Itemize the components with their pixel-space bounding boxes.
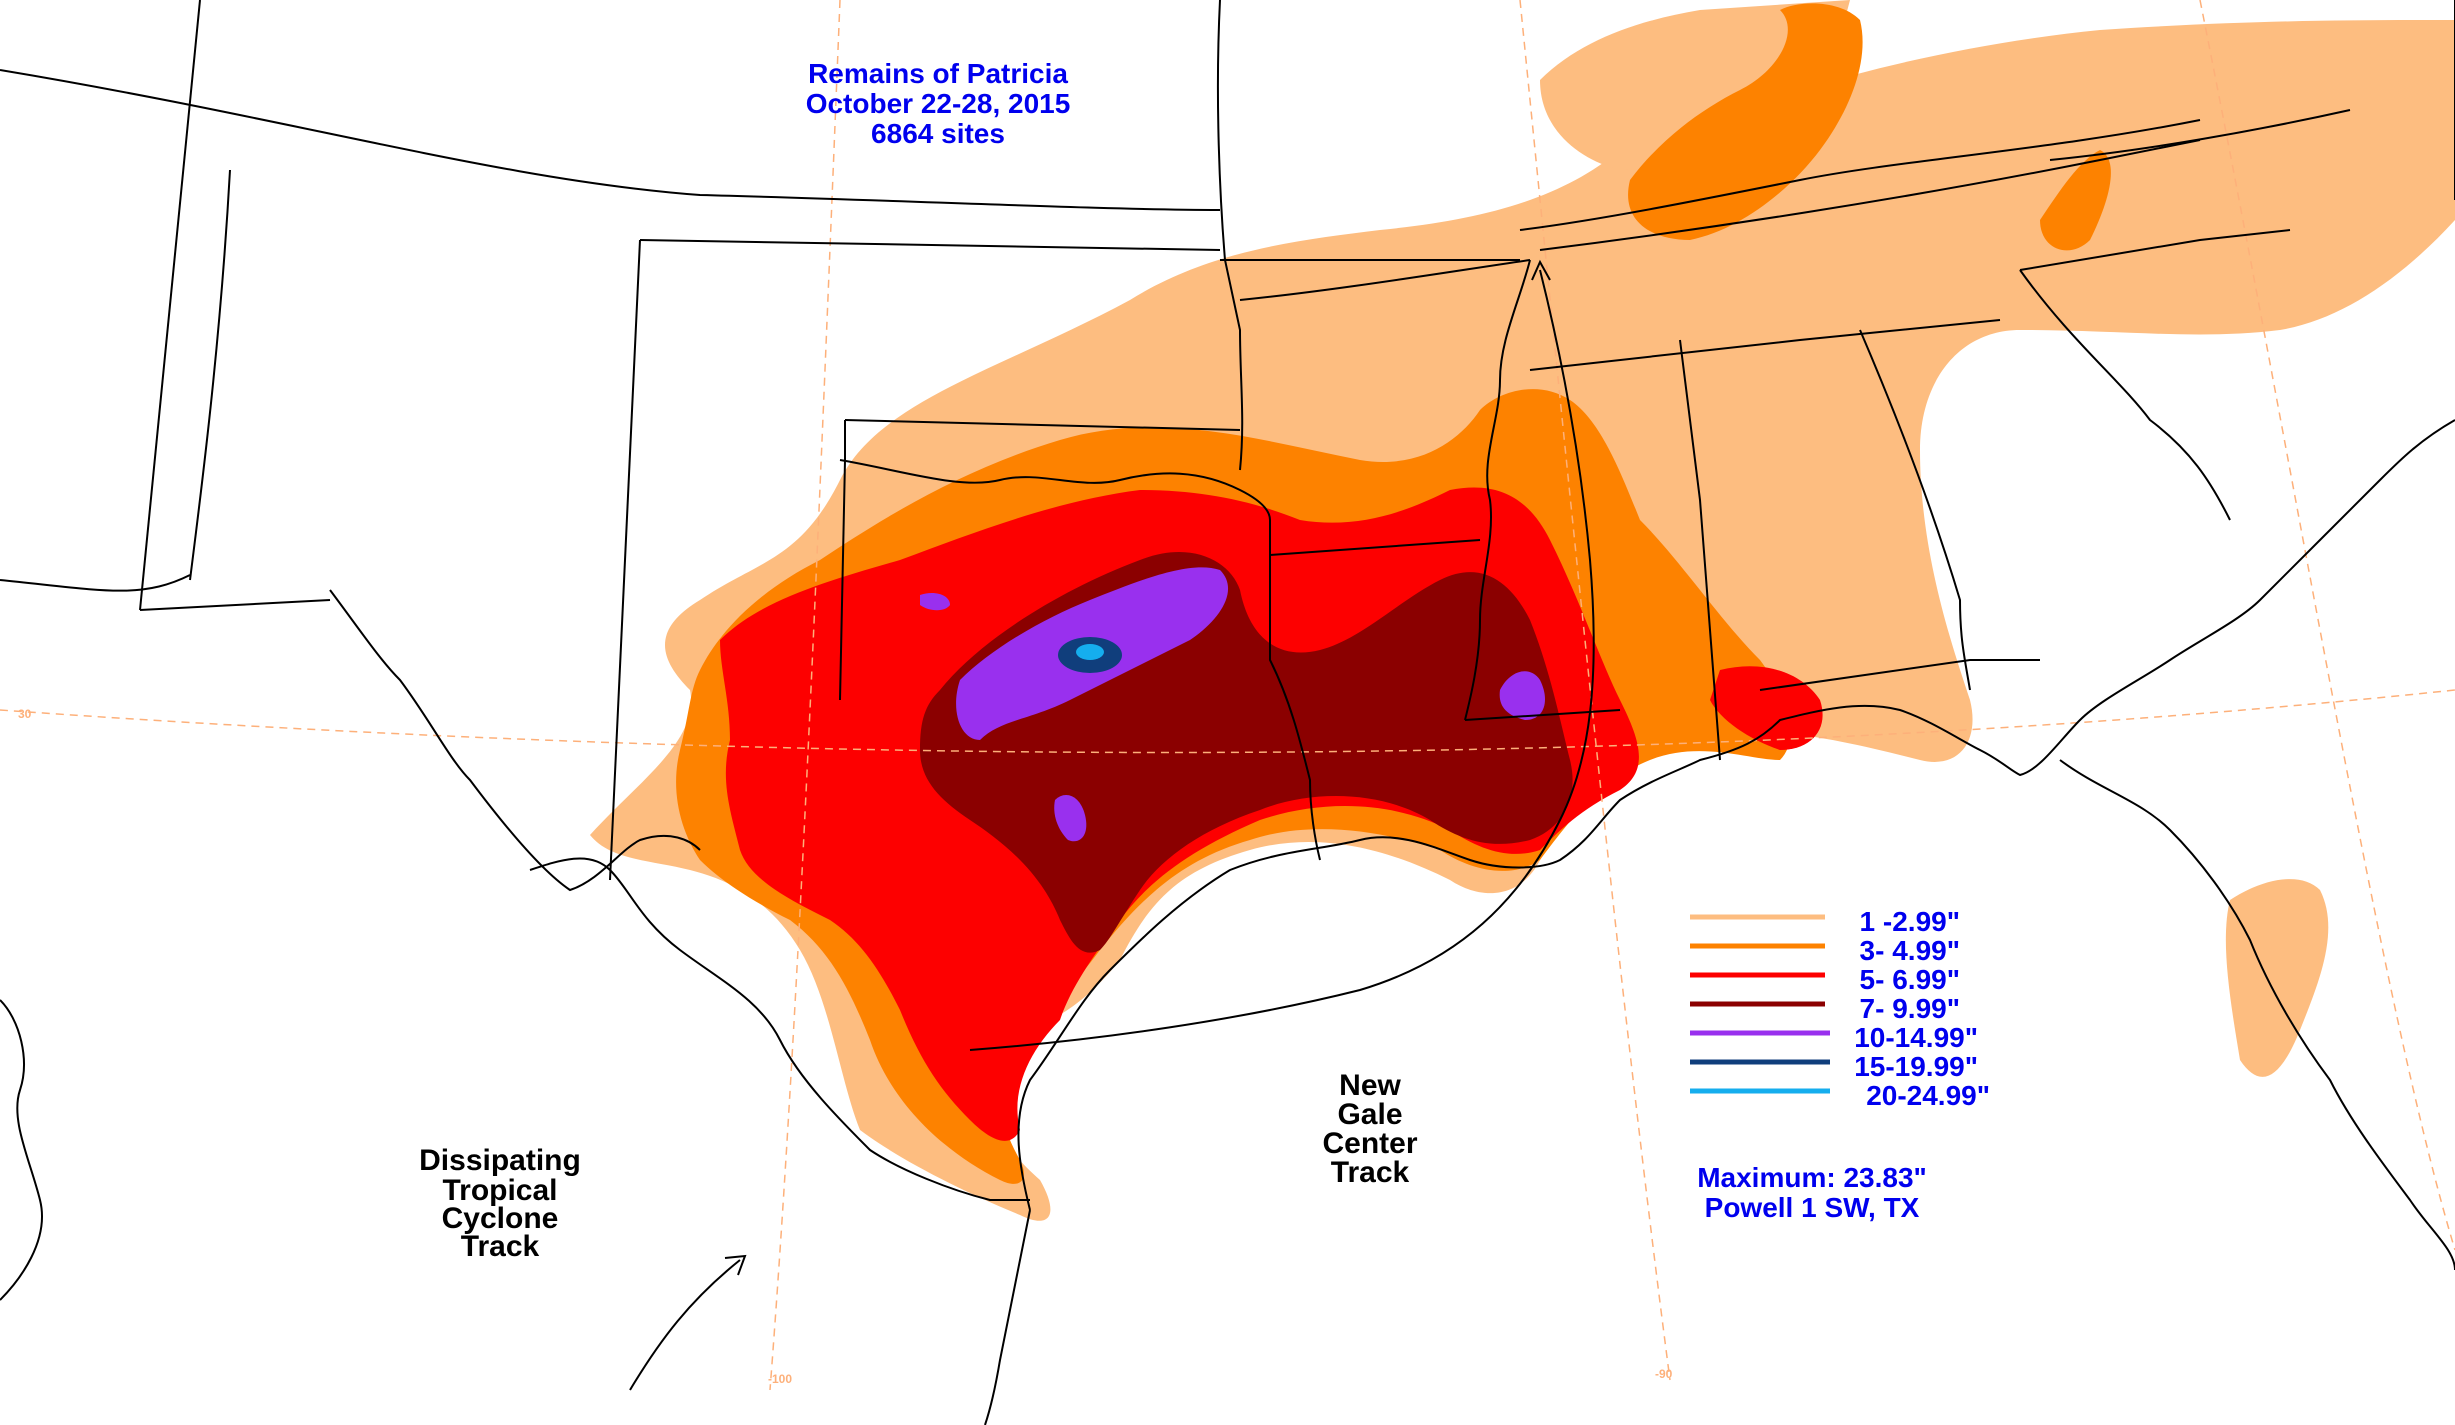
tropical-label-line-3: Cyclone	[442, 1202, 559, 1235]
legend-label: 15-19.99"	[1854, 1051, 1978, 1082]
legend-item-20-25in: 20-24.99"	[1690, 1080, 1990, 1111]
boundary-wy-co	[139, 0, 201, 611]
gale-track-label: New Gale Center Track	[1322, 1069, 1417, 1189]
tick-label-lon100: -100	[768, 1372, 792, 1386]
legend-label: 1 -2.99"	[1860, 906, 1960, 937]
longitude-100-line	[769, 0, 841, 1391]
rain-zone-10-15in-east	[1499, 671, 1545, 720]
boundary-mississippi-river	[1464, 259, 1531, 721]
maximum-location: Powell 1 SW, TX	[1705, 1192, 1920, 1223]
boundary-virginia	[2049, 109, 2351, 161]
legend: 1 -2.99" 3- 4.99" 5- 6.99" 7- 9.99" 10-1…	[1690, 906, 1990, 1111]
boundary-al-ga	[1859, 329, 1971, 691]
gale-label-line-3: Center	[1322, 1127, 1417, 1160]
maximum-summary: Maximum: 23.83" Powell 1 SW, TX	[1697, 1162, 1927, 1223]
rain-zone-1-3in-east	[1540, 0, 1850, 170]
tropical-label-line-2: Tropical	[442, 1174, 557, 1207]
boundary-ky-tn	[1539, 139, 2201, 251]
title-line-2: October 22-28, 2015	[806, 88, 1071, 119]
legend-item-1-3in: 1 -2.99"	[1690, 906, 1960, 937]
boundary-florida-panhandle	[1759, 659, 2040, 691]
legend-label: 20-24.99"	[1866, 1080, 1990, 1111]
boundary-kentucky-north	[1519, 119, 2201, 231]
gulf-coast	[1017, 419, 2455, 1211]
rain-zone-1-3in-sw	[2225, 879, 2329, 1077]
rain-zone-10-15in-west	[920, 593, 950, 611]
boundary-texas-rio-grande	[529, 857, 1030, 1202]
tropical-label-line-4: Track	[461, 1230, 540, 1263]
rain-zone-10-15in-south	[1054, 795, 1087, 842]
boundary-arkansas-north	[1239, 259, 1531, 301]
boundary-nm-az	[139, 599, 331, 611]
rainfall-shading	[590, 0, 2455, 1221]
boundary-oklahoma-north	[844, 419, 1241, 431]
storm-tracks	[629, 259, 1595, 1391]
boundary-north-2	[0, 574, 191, 592]
tropical-track-arrow	[724, 1254, 747, 1276]
tick-label-lon90: -90	[1655, 1367, 1673, 1381]
legend-item-3-5in: 3- 4.99"	[1690, 935, 1960, 966]
mexico-coast	[984, 1209, 1031, 1425]
maximum-value: Maximum: 23.83"	[1697, 1162, 1927, 1193]
title-line-3: 6864 sites	[871, 118, 1005, 149]
florida-peninsula	[2059, 759, 2455, 1271]
longitude-80-line	[2199, 0, 2455, 1251]
boundary-north-1	[0, 69, 1221, 211]
legend-item-10-15in: 10-14.99"	[1690, 1022, 1978, 1053]
map-title: Remains of Patricia October 22-28, 2015 …	[806, 58, 1071, 149]
boundary-new-mexico-north	[609, 239, 641, 881]
boundary-colorado-north	[639, 239, 1221, 251]
legend-item-5-7in: 5- 6.99"	[1690, 964, 1960, 995]
boundary-ms-al	[1679, 339, 1721, 761]
boundary-louisiana-north	[1464, 709, 1621, 721]
rain-zone-3-5in-ne	[2040, 150, 2111, 251]
boundary-kansas-east	[1216, 0, 1244, 471]
state-boundaries	[0, 0, 2351, 1202]
legend-label: 10-14.99"	[1854, 1022, 1978, 1053]
latitude-30-line	[0, 689, 2455, 754]
graticule	[0, 0, 2455, 1391]
title-line-1: Remains of Patricia	[808, 58, 1068, 89]
rain-zone-20-25in	[1076, 644, 1104, 660]
tropical-track-label: Dissipating Tropical Cyclone Track	[419, 1144, 581, 1263]
gale-label-line-4: Track	[1331, 1156, 1410, 1189]
tick-label-lat30: 30	[18, 707, 32, 721]
rain-zone-3-5in-north	[1628, 3, 1863, 240]
legend-label: 5- 6.99"	[1860, 964, 1960, 995]
gale-label-line-1: New	[1339, 1069, 1401, 1102]
legend-item-15-20in: 15-19.99"	[1690, 1051, 1978, 1082]
rain-zone-5-7in-coast	[1710, 666, 1823, 750]
boundary-arkansas-south	[1269, 539, 1481, 556]
boundary-tennessee-south	[1529, 319, 2001, 371]
gale-label-line-2: Gale	[1337, 1098, 1402, 1131]
legend-label: 3- 4.99"	[1860, 935, 1960, 966]
gale-center-track	[969, 269, 1595, 1051]
boundary-ga-sc	[2019, 269, 2231, 521]
legend-label: 7- 9.99"	[1860, 993, 1960, 1024]
boundary-texas-west	[329, 589, 701, 892]
legend-item-7-10in: 7- 9.99"	[1690, 993, 1960, 1024]
boundary-utah-az	[189, 169, 231, 581]
boundary-red-river	[839, 459, 1271, 521]
boundary-nc-sc	[2019, 229, 2291, 271]
boundary-texas-east	[1269, 520, 1321, 861]
tropical-label-line-1: Dissipating	[419, 1144, 581, 1177]
baja-coast	[0, 999, 43, 1301]
longitude-90-line	[1519, 0, 1671, 1381]
gale-track-arrow	[1531, 259, 1551, 281]
tropical-cyclone-track	[629, 1259, 741, 1391]
